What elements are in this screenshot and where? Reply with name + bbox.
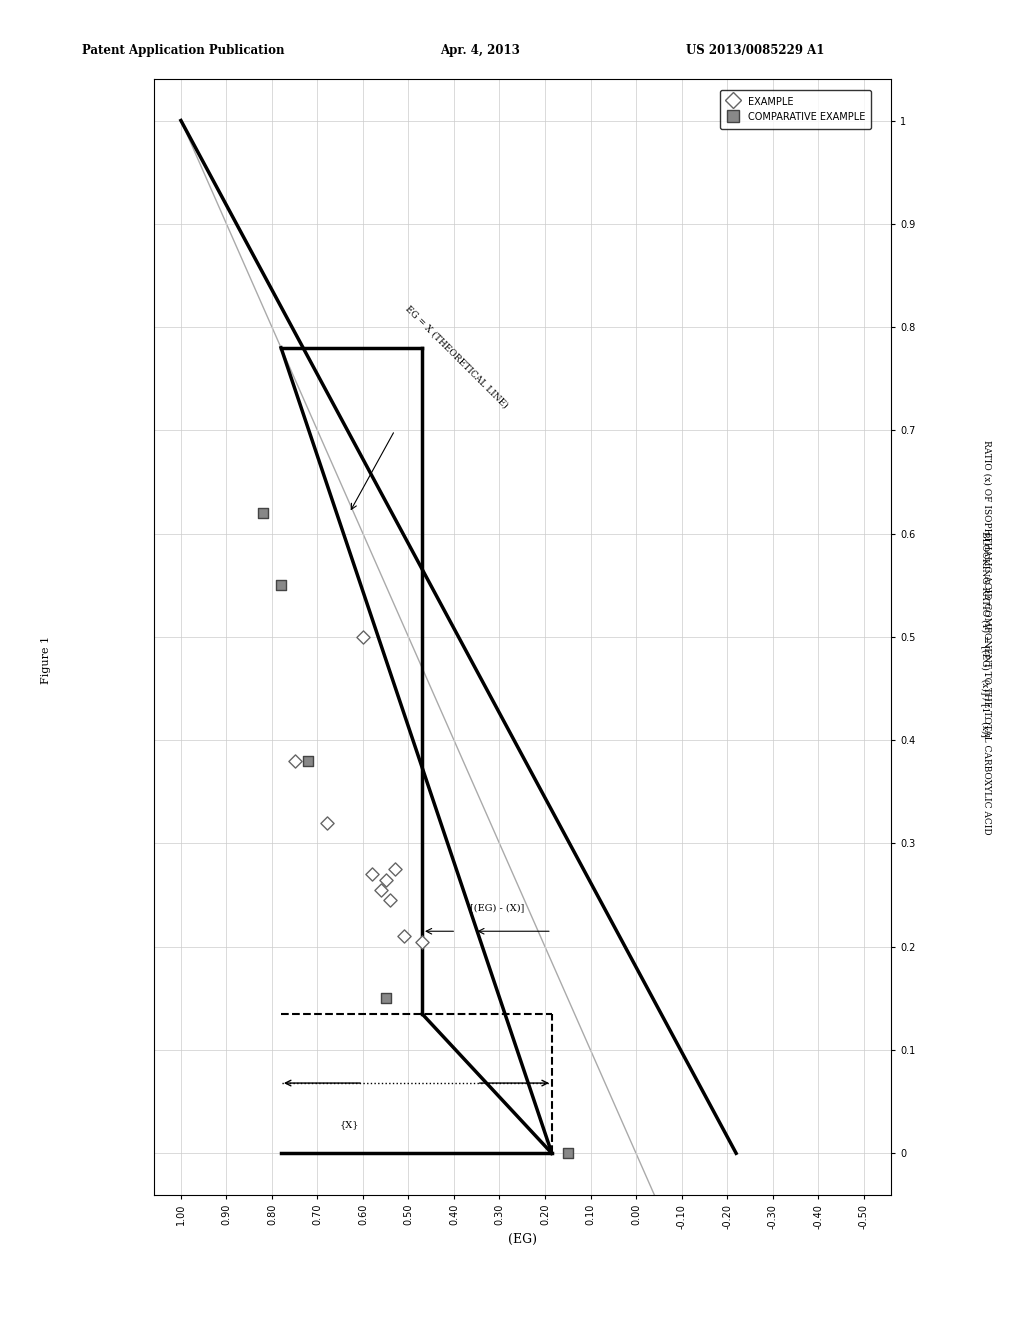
Point: [272, 574, 289, 595]
Text: Apr. 4, 2013: Apr. 4, 2013: [440, 44, 520, 57]
Point: [414, 931, 430, 952]
Point: [382, 890, 398, 911]
Text: Patent Application Publication: Patent Application Publication: [82, 44, 285, 57]
Point: [559, 1143, 575, 1164]
Point: [318, 812, 335, 833]
Point: [387, 859, 403, 880]
Legend: EXAMPLE, COMPARATIVE EXAMPLE: EXAMPLE, COMPARATIVE EXAMPLE: [720, 90, 871, 129]
Text: Figure 1: Figure 1: [41, 636, 51, 684]
Text: [(EG) - (X)]: [(EG) - (X)]: [470, 904, 524, 912]
Text: US 2013/0085229 A1: US 2013/0085229 A1: [686, 44, 824, 57]
Point: [378, 987, 394, 1008]
Y-axis label: RATIO (x) OF ISOPHTHALIC ACID COMPONENT TO THE TOTAL CARBOXYLIC ACID: RATIO (x) OF ISOPHTHALIC ACID COMPONENT …: [983, 440, 991, 834]
Point: [255, 503, 271, 524]
Point: [287, 750, 303, 771]
Point: [395, 925, 412, 946]
Text: {X}: {X}: [340, 1121, 359, 1130]
Point: [354, 627, 371, 648]
Point: [378, 869, 394, 890]
Text: EG = X (THEORETICAL LINE): EG = X (THEORETICAL LINE): [403, 304, 510, 409]
X-axis label: (EG): (EG): [508, 1233, 537, 1246]
Point: [373, 879, 389, 900]
Point: [300, 750, 316, 771]
Text: BLOCKING RATIO (Y) = [(EG) - (x)] / [1 - (x)]: BLOCKING RATIO (Y) = [(EG) - (x)] / [1 -…: [981, 531, 989, 737]
Point: [364, 863, 380, 884]
